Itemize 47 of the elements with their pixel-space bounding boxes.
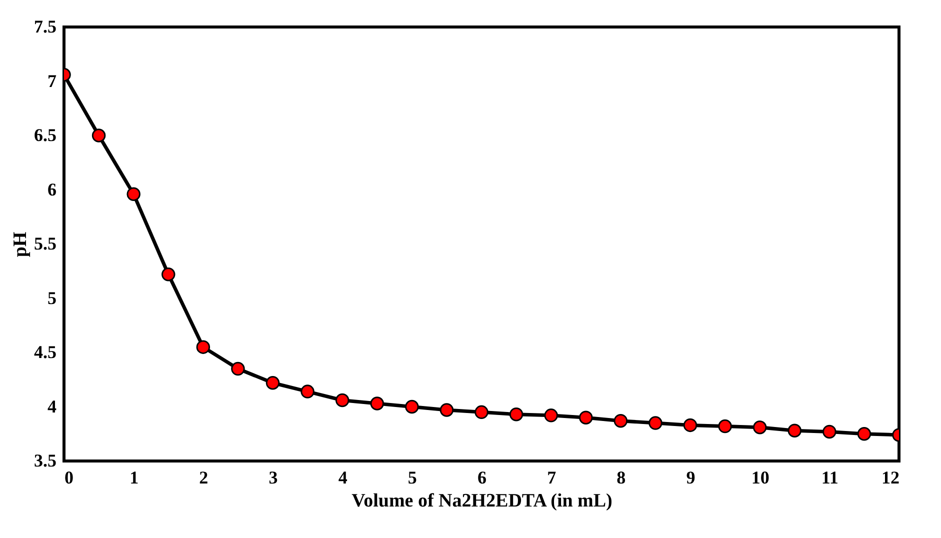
point [335, 393, 350, 408]
y-tick-label: 5 [48, 288, 56, 308]
y-tick-label: 4 [48, 396, 56, 416]
y-axis-title: pH [10, 232, 31, 258]
point [405, 400, 419, 414]
point [300, 384, 314, 398]
point [231, 362, 245, 376]
x-tick-label: 3 [268, 468, 278, 488]
point [683, 418, 698, 432]
x-tick-label: 0 [64, 468, 74, 488]
point [266, 376, 280, 390]
x-tick-label: 8 [616, 468, 626, 488]
y-tick-label: 4.5 [34, 342, 56, 362]
point [857, 427, 872, 441]
point [788, 424, 802, 438]
point [614, 414, 628, 428]
x-tick-label: 9 [686, 468, 696, 488]
x-axis-title: Volume of Na2H2EDTA (in mL) [352, 490, 612, 512]
point [126, 187, 140, 201]
point [474, 405, 488, 420]
x-tick-label: 7 [547, 468, 556, 488]
y-tick-label: 7.5 [34, 16, 56, 36]
x-tick-label: 5 [408, 468, 417, 488]
y-tick-label: 3.5 [34, 450, 56, 470]
y-tick-label: 5.5 [34, 234, 56, 254]
point [92, 128, 106, 142]
point [822, 424, 836, 439]
y-tick-label: 6.5 [34, 125, 56, 145]
y-tick-label: 7 [48, 70, 56, 91]
point [196, 340, 210, 354]
point [579, 410, 593, 424]
point [509, 407, 524, 422]
x-tick-label: 1 [130, 468, 139, 488]
point [370, 396, 384, 410]
point [440, 403, 454, 417]
y-tick-label: 6 [48, 179, 56, 200]
x-tick-label: 2 [199, 468, 208, 488]
point [752, 420, 767, 434]
point [718, 419, 732, 434]
x-tick-label: 6 [478, 468, 486, 488]
point [162, 268, 176, 282]
x-tick-label: 4 [338, 468, 348, 488]
x-tick-label: 11 [821, 468, 838, 488]
x-tick-label: 10 [751, 468, 770, 488]
point [544, 408, 558, 422]
x-tick-label: 12 [882, 468, 900, 488]
point [648, 416, 662, 430]
